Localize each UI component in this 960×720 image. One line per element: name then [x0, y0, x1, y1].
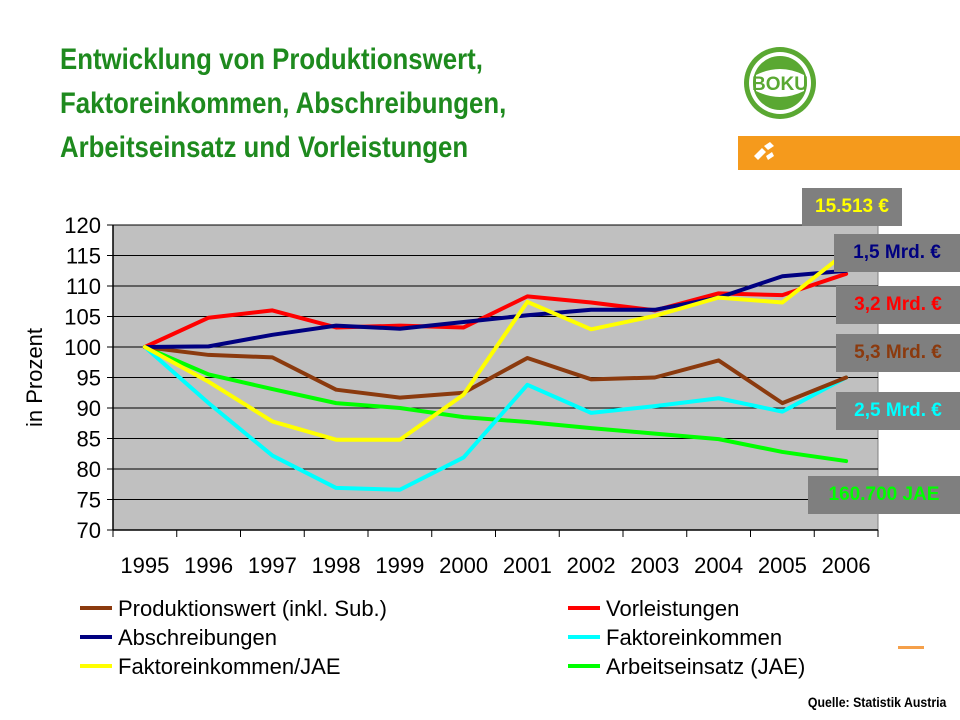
y-tick-label: 110	[66, 274, 101, 299]
x-tick-label: 2006	[822, 553, 871, 578]
title-line-3: Arbeitseinsatz und Vorleistungen	[60, 131, 469, 164]
y-tick-label: 70	[77, 518, 101, 543]
x-tick-label: 2003	[630, 553, 679, 578]
y-tick-label: 100	[64, 335, 101, 360]
series-line-2	[142, 268, 849, 349]
y-tick-label: 115	[66, 244, 101, 269]
x-tick-label: 2004	[694, 553, 743, 578]
legend-label: Arbeitseinsatz (JAE)	[606, 654, 805, 679]
series-line-4	[142, 250, 849, 442]
y-tick-label: 120	[64, 213, 101, 238]
title-line-2: Faktoreinkommen, Abschreibungen,	[60, 87, 507, 120]
x-tick-label: 1999	[375, 553, 424, 578]
boku-logo: BOKU	[744, 47, 816, 119]
end-label-abschreibungen: 1,5 Mrd. €	[834, 234, 960, 272]
y-axis-label: in Prozent	[22, 328, 47, 427]
legend-label: Abschreibungen	[118, 625, 277, 650]
x-tick-label: 1997	[248, 553, 297, 578]
page-title: Entwicklung von Produktionswert, Faktore…	[60, 38, 610, 170]
y-tick-label: 80	[77, 457, 101, 482]
series-line-0	[142, 345, 849, 406]
legend-label: Faktoreinkommen/JAE	[118, 654, 341, 679]
x-tick-label: 2005	[758, 553, 807, 578]
orange-accent	[898, 646, 924, 649]
x-tick-label: 2000	[439, 553, 488, 578]
x-tick-label: 1998	[312, 553, 361, 578]
x-tick-label: 1995	[120, 553, 169, 578]
end-label-faktoreinkommen: 2,5 Mrd. €	[836, 392, 960, 430]
series-line-3	[142, 345, 849, 492]
y-tick-label: 75	[77, 488, 101, 513]
source-note: Quelle: Statistik Austria	[807, 694, 946, 710]
y-tick-label: 85	[77, 427, 101, 452]
legend-label: Faktoreinkommen	[606, 625, 782, 650]
logo-text: BOKU	[752, 74, 808, 95]
end-label-arbeitseinsatz: 160.700 JAE	[808, 476, 960, 514]
end-label-faktoreinkommen-jae: 15.513 €	[802, 188, 902, 226]
legend-label: Produktionswert (inkl. Sub.)	[118, 596, 387, 621]
x-tick-label: 2001	[503, 553, 552, 578]
brand-bar	[738, 136, 960, 170]
end-label-produktionswert: 5,3 Mrd. €	[836, 334, 960, 372]
title-line-1: Entwicklung von Produktionswert,	[60, 43, 483, 76]
legend-label: Vorleistungen	[606, 596, 739, 621]
y-tick-label: 90	[77, 396, 101, 421]
leaf-icon	[754, 142, 774, 160]
x-tick-label: 2002	[567, 553, 616, 578]
end-label-vorleistungen: 3,2 Mrd. €	[836, 286, 960, 324]
y-tick-label: 105	[64, 305, 101, 330]
x-tick-label: 1996	[184, 553, 233, 578]
y-tick-label: 95	[77, 366, 101, 391]
